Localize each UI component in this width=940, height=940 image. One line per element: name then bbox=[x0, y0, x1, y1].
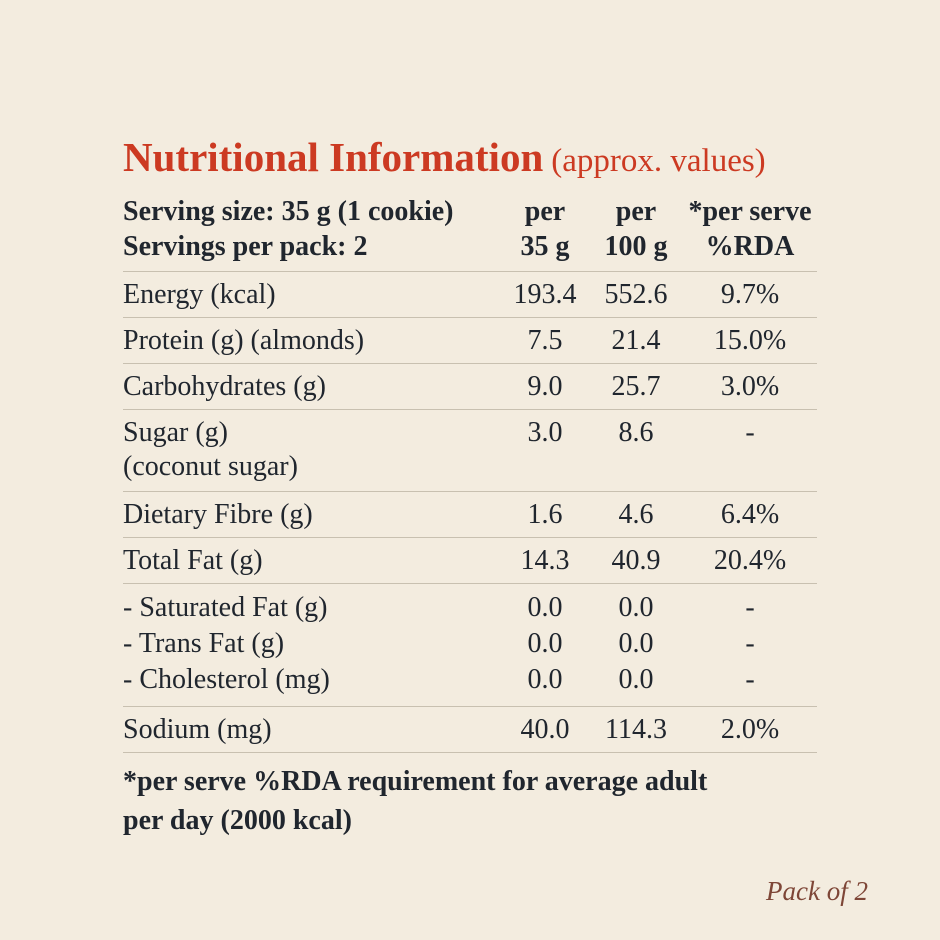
value-per-35g: 40.0 bbox=[520, 714, 570, 746]
value-per-35g: 193.4 bbox=[513, 279, 577, 311]
table-row: Sodium (mg) 40.0 114.3 2.0% bbox=[123, 706, 817, 752]
table-row: Total Fat (g) 14.3 40.9 20.4% bbox=[123, 537, 817, 583]
value-per-100g: 4.6 bbox=[618, 499, 654, 531]
value-per-100g: 0.0 bbox=[618, 664, 654, 696]
table-row-group: - Saturated Fat (g) 0.0 0.0- - Trans Fat (g… bbox=[123, 583, 817, 706]
nutrient-label: - Trans Fat (g) bbox=[123, 628, 285, 660]
footnote: *per serve %RDA requirement for average … bbox=[123, 766, 708, 837]
table-row: Dietary Fibre (g) 1.6 4.6 6.4% bbox=[123, 491, 817, 537]
nutrient-label: Protein (g) (almonds) bbox=[123, 325, 365, 357]
table-header-row: Serving size: 35 g (1 cookie) Servings p… bbox=[123, 194, 817, 271]
servings-per-pack-text: Servings per pack: 2 bbox=[123, 231, 368, 263]
value-per-35g: 0.0 bbox=[527, 592, 563, 624]
value-rda: 9.7% bbox=[720, 279, 780, 311]
value-per-35g: 3.0 bbox=[527, 417, 563, 449]
pack-count-label: Pack of 2 bbox=[766, 876, 868, 906]
value-rda: 20.4% bbox=[713, 545, 787, 577]
table-row: Sugar (g) (coconut sugar) 3.0 8.6 - bbox=[123, 409, 817, 491]
title-suffix: (approx. values) bbox=[551, 143, 766, 179]
value-rda: 2.0% bbox=[720, 714, 780, 746]
value-per-100g: 0.0 bbox=[618, 628, 654, 660]
nutrition-panel: Nutritional Information (approx. values) … bbox=[123, 134, 817, 840]
value-per-100g: 21.4 bbox=[611, 325, 661, 357]
value-per-35g: 14.3 bbox=[520, 545, 570, 577]
value-per-100g: 114.3 bbox=[605, 714, 667, 746]
column-header-rda: *per serve %RDA bbox=[688, 196, 812, 263]
value-rda: - bbox=[745, 628, 755, 660]
nutrient-label: Carbohydrates (g) bbox=[123, 371, 326, 403]
title-main: Nutritional Information bbox=[123, 134, 544, 180]
value-per-35g: 0.0 bbox=[527, 664, 563, 696]
value-per-100g: 40.9 bbox=[611, 545, 661, 577]
serving-info: Serving size: 35 g (1 cookie) Servings p… bbox=[123, 194, 501, 264]
value-per-100g: 552.6 bbox=[604, 279, 668, 311]
value-per-35g: 9.0 bbox=[527, 371, 563, 403]
value-per-35g: 0.0 bbox=[527, 628, 563, 660]
table-row: - Cholesterol (mg) 0.0 0.0 - bbox=[123, 662, 817, 698]
column-header-per-100g: per 100 g bbox=[604, 196, 668, 263]
value-rda: 15.0% bbox=[713, 325, 787, 357]
table-row: Protein (g) (almonds) 7.5 21.4 15.0% bbox=[123, 317, 817, 363]
page-title: Nutritional Information (approx. values) bbox=[123, 134, 817, 181]
nutrient-label: Sodium (mg) bbox=[123, 714, 272, 746]
value-per-35g: 1.6 bbox=[527, 499, 563, 531]
value-rda: 6.4% bbox=[720, 499, 780, 531]
nutrient-label: Dietary Fibre (g) bbox=[123, 499, 313, 531]
serving-size-text: Serving size: 35 g (1 cookie) bbox=[123, 196, 454, 228]
nutrient-label: Total Fat (g) bbox=[123, 545, 263, 577]
value-rda: - bbox=[745, 664, 755, 696]
value-rda: - bbox=[745, 592, 755, 624]
value-per-100g: 0.0 bbox=[618, 592, 654, 624]
nutrient-label-line2: (coconut sugar) bbox=[123, 451, 298, 483]
nutrient-label: - Cholesterol (mg) bbox=[123, 664, 330, 696]
column-header-per-35g: per 35 g bbox=[520, 196, 570, 263]
nutrient-label: Sugar (g) (coconut sugar) bbox=[123, 417, 501, 485]
value-rda: - bbox=[745, 417, 755, 449]
table-row: Energy (kcal) 193.4 552.6 9.7% bbox=[123, 271, 817, 317]
table-row: Carbohydrates (g) 9.0 25.7 3.0% bbox=[123, 363, 817, 409]
value-per-100g: 8.6 bbox=[618, 417, 654, 449]
table-row: - Trans Fat (g) 0.0 0.0 - bbox=[123, 626, 817, 662]
nutrition-table-body: Energy (kcal) 193.4 552.6 9.7% Protein (g) (… bbox=[123, 271, 817, 754]
value-per-100g: 25.7 bbox=[611, 371, 661, 403]
table-row: - Saturated Fat (g) 0.0 0.0 - bbox=[123, 590, 817, 626]
nutrient-label: - Saturated Fat (g) bbox=[123, 592, 328, 624]
nutrient-label: Energy (kcal) bbox=[123, 279, 276, 311]
value-per-35g: 7.5 bbox=[527, 325, 563, 357]
value-rda: 3.0% bbox=[720, 371, 780, 403]
